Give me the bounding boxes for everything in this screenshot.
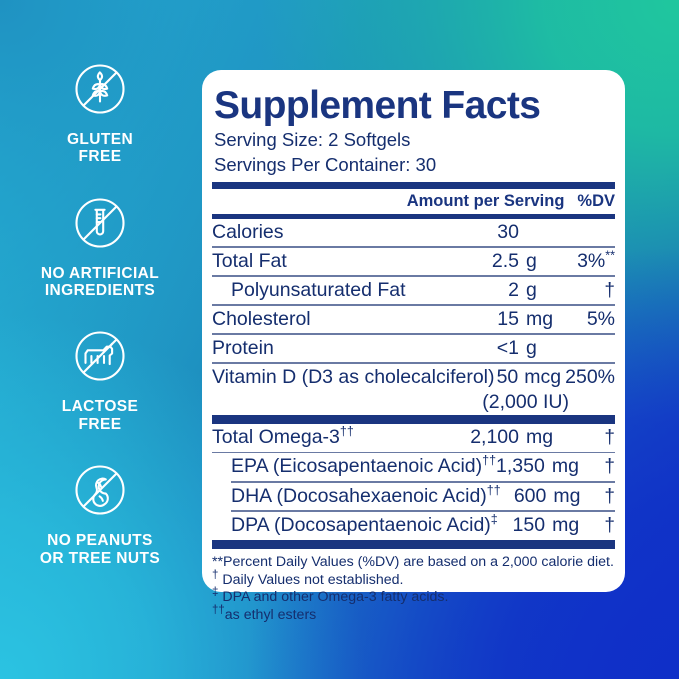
servings-per-container: Servings Per Container: 30 [214, 153, 437, 175]
cow-no-lactose-icon [69, 325, 131, 387]
table-row: Calories 30 [212, 219, 615, 246]
nutrient-dv: 250% [565, 365, 615, 388]
nutrient-unit: mg [526, 308, 554, 331]
footnote-marker: †† [339, 424, 354, 439]
footnote-item: † Daily Values not established. [212, 568, 404, 588]
nutrient-name: DPA (Docosapentaenoic Acid)‡ [231, 512, 498, 536]
badge-label: Gluten Free [66, 131, 134, 166]
nutrient-value: 2,100 [470, 426, 519, 449]
footnote-marker: †† [482, 453, 497, 468]
badge-lactose-free: Lactose Free [11, 325, 189, 433]
nutrient-value: 15 [497, 308, 519, 331]
serving-size: Serving Size: 2 Softgels [214, 128, 411, 150]
nutrient-dv: † [604, 514, 615, 536]
nutrient-name: EPA (Eicosapentaenoic Acid)†† [231, 453, 497, 478]
nutrient-name: Total Fat [212, 249, 287, 272]
nutrient-name: DHA (Docosahexaenoic Acid)†† [231, 483, 501, 507]
footnote-marker: ‡ [490, 512, 498, 527]
certification-badge-list: Gluten Free No Artificial Ingredients [0, 0, 200, 679]
table-row: Cholesterol 15 mg 5% [212, 306, 615, 333]
table-header: Amount per Serving %DV [212, 189, 615, 214]
footnote-item: **Percent Daily Values (%DV) are based o… [212, 553, 614, 570]
table-row-vitamin-d: Vitamin D (D3 as cholecalciferol) 50 mcg… [212, 364, 615, 391]
footnote-marker: ** [605, 248, 615, 263]
nutrient-name: Calories [212, 220, 284, 243]
nutrient-value: 600 [513, 484, 547, 507]
badge-gluten-free: Gluten Free [11, 58, 189, 166]
row-divider [231, 481, 615, 483]
header-amount-per-serving: Amount per Serving [406, 192, 565, 211]
table-row: Protein <1 g [212, 335, 615, 362]
nutrient-unit: mcg [524, 365, 562, 388]
divider-header-bottom [212, 214, 615, 219]
table-row: Total Fat 2.5 g 3%** [212, 248, 615, 275]
nutrient-unit: mg [553, 484, 581, 507]
wheat-no-gluten-icon [69, 58, 131, 120]
divider-band-footnotes [212, 539, 615, 549]
footnote-item: ††as ethyl esters [212, 604, 317, 624]
badge-label: Lactose Free [61, 398, 139, 433]
divider-band-omega [212, 415, 615, 425]
row-divider [212, 246, 615, 248]
table-row: EPA (Eicosapentaenoic Acid)†† 1,350 mg † [212, 453, 615, 481]
nutrient-name: Protein [212, 337, 274, 360]
nutrient-value: 1,350 [496, 455, 545, 478]
nutrient-value: 2 [508, 278, 519, 301]
row-divider [212, 275, 615, 277]
footnote-marker: †† [486, 483, 501, 498]
footnote-item: ‡ DPA and other Omega-3 fatty acids. [212, 586, 449, 606]
nutrient-unit: mg [552, 513, 580, 536]
nutrient-dv: † [604, 485, 615, 507]
nutrient-unit: mg [551, 455, 579, 478]
table-row: DPA (Docosapentaenoic Acid)‡ 150 mg † [212, 512, 615, 540]
table-row: Polyunsaturated Fat 2 g † [212, 277, 615, 305]
nutrient-unit: mg [526, 426, 554, 449]
nutrient-dv: 5% [586, 308, 615, 331]
badge-label: No Peanuts Or Tree Nuts [39, 532, 161, 567]
nutrient-dv: 3%** [577, 248, 615, 272]
nutrient-name: Cholesterol [212, 308, 311, 331]
row-divider [212, 451, 615, 454]
supplement-facts-card: Supplement Facts Serving Size: 2 Softgel… [202, 70, 625, 623]
row-divider [231, 510, 615, 512]
header-percent-dv: %DV [577, 192, 615, 211]
badge-no-peanuts-tree-nuts: No Peanuts Or Tree Nuts [11, 459, 189, 567]
vitamin-d-iu: (2,000 IU) [482, 391, 569, 414]
footnote-list: **Percent Daily Values (%DV) are based o… [212, 554, 615, 626]
nutrient-name: Total Omega-3†† [212, 424, 354, 449]
nutrient-name: Polyunsaturated Fat [231, 278, 406, 301]
row-divider [212, 362, 615, 364]
peanut-no-nuts-icon [69, 459, 131, 521]
divider-thick-top [212, 182, 615, 190]
nutrient-unit: g [526, 337, 537, 360]
nutrient-unit: g [526, 249, 537, 272]
nutrient-value: 30 [497, 220, 519, 243]
nutrient-value: 2.5 [491, 249, 519, 272]
badge-no-artificial-ingredients: No Artificial Ingredients [11, 192, 189, 300]
nutrient-unit: g [526, 278, 537, 301]
page-title: Supplement Facts [214, 84, 541, 127]
nutrient-dv: † [604, 427, 615, 449]
nutrient-dv: † [604, 279, 615, 301]
badge-label: No Artificial Ingredients [40, 264, 160, 300]
row-divider [212, 304, 615, 307]
vitamin-d-second-line: (2,000 IU) [212, 391, 615, 415]
row-divider [212, 333, 615, 336]
nutrient-dv: † [604, 456, 615, 478]
nutrient-name: Vitamin D (D3 as cholecalciferol) [212, 365, 495, 388]
table-row: Total Omega-3†† 2,100 mg † [212, 424, 615, 452]
table-row: DHA (Docosahexaenoic Acid)†† 600 mg † [212, 483, 615, 511]
test-tube-no-artificial-icon [69, 192, 131, 254]
nutrient-value: <1 [496, 337, 519, 360]
nutrient-value: 150 [512, 513, 546, 536]
nutrient-value: 50 [496, 365, 519, 388]
